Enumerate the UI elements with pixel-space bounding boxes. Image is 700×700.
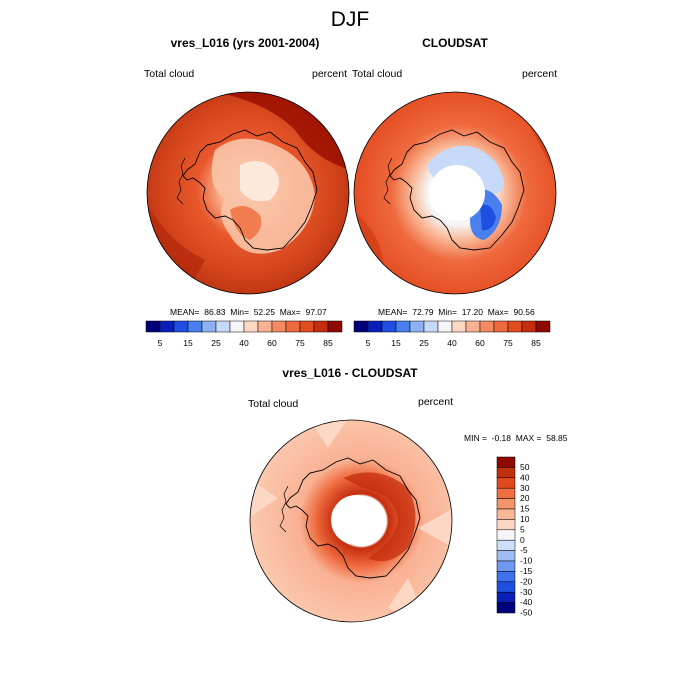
panel3-colorbar-box [496,539,516,551]
panel1-title: vres_L016 (yrs 2001-2004) [170,36,320,50]
panel1-colorbar-box [173,320,189,333]
panel3-colorbar-tick-label: 5 [520,524,525,534]
panel3-colorbar-tick-label: 50 [520,462,530,472]
panel1-colorbar-box [159,320,175,333]
panel2-colorbar-box [367,320,383,333]
panel3-colorbar-tick-label: 0 [520,535,525,545]
panel2-colorbar: 515254060758595 [353,320,551,348]
panel3-title: vres_L016 - CLOUDSAT [282,366,418,380]
panel3-colorbar-box [496,550,516,562]
panel3-colorbar-tick-label: -50 [520,608,533,618]
panel1-antarctica-coastline [182,129,318,251]
panel3-colorbar-box [496,571,516,583]
panel1-colorbar-tick-label: 5 [158,338,163,348]
panel2-colorbar-box [451,320,467,333]
panel3-colorbar-tick-label: -40 [520,597,533,607]
panel3-colorbar-box [496,560,516,572]
figure-title: DJF [330,8,370,31]
panel3-colorbar-tick-label: 10 [520,514,530,524]
panel1-colorbar-box [313,320,329,333]
panel3-antarctica-coastline [285,457,421,579]
panel3-colorbar-tick-label: 15 [520,504,530,514]
panel2-colorbar-box [409,320,425,333]
panel1-units-label: percent [312,68,348,80]
panel2-colorbar-box [395,320,411,333]
panel2-colorbar-box [521,320,537,333]
panel1-colorbar-box [201,320,217,333]
panel2-title: CLOUDSAT [422,36,488,50]
panel1-colorbar-box [299,320,315,333]
panel3-colorbar-box [496,487,516,499]
panel3-colorbar-box [496,602,516,614]
panel2-colorbar-tick-label: 25 [419,338,429,348]
panel1-colorbar-box [271,320,287,333]
panel2-colorbar-box [465,320,481,333]
panel1-colorbar-tick-label: 40 [239,338,249,348]
panel1-colorbar-tick-label: 15 [183,338,193,348]
panel3-colorbar-box [496,477,516,489]
panel1-colorbar-box [327,320,343,333]
panel1-stats: MEAN= 86.83 Min= 52.25 Max= 97.07 [170,307,327,317]
panel1-polar-map [146,91,350,295]
panel3-colorbar-box [496,508,516,520]
panel1-colorbar-tick-label: 85 [323,338,333,348]
panel1-colorbar-box [243,320,259,333]
panel2-colorbar-tick-label: 75 [503,338,513,348]
panel1-colorbar-tick-label: 60 [267,338,277,348]
panel2-colorbar-tick-label: 5 [366,338,371,348]
panel3-colorbar-box [496,519,516,531]
panel2-colorbar-tick-label: 15 [391,338,401,348]
panel2-colorbar-box [423,320,439,333]
panel1-colorbar-box [257,320,273,333]
panel3-colorbar-box [496,456,516,468]
panel3-colorbar-box [496,581,516,593]
panel3-colorbar-tick-label: -10 [520,556,533,566]
panel3-variable-label: Total cloud [248,398,299,410]
panel1-colorbar-tick-label: 75 [295,338,305,348]
panel3-colorbar-tick-label: -5 [520,545,528,555]
panel3-colorbar-tick-label: 20 [520,493,530,503]
panel3-polar-map [249,419,453,623]
panel1-colorbar-box [215,320,231,333]
panel2-colorbar-tick-label: 60 [475,338,485,348]
panel1-colorbar-box [145,320,161,333]
panel2-antarctica-coastline [389,129,525,251]
panel2-variable-label: Total cloud [352,68,403,80]
panel3-units-label: percent [418,396,454,408]
panel1-variable-label: Total cloud [144,68,195,80]
panel2-polar-map [353,91,557,295]
panel3-stats: MIN = -0.18 MAX = 58.85 [464,433,568,443]
panel3-colorbar-box [496,467,516,479]
panel1-colorbar-tick-label: 25 [211,338,221,348]
panel2-colorbar-box [381,320,397,333]
panel3-colorbar-box [496,529,516,541]
panel2-stats: MEAN= 72.79 Min= 17.20 Max= 90.56 [378,307,535,317]
panel2-colorbar-box [507,320,523,333]
panel2-colorbar-box [479,320,495,333]
panel2-colorbar-tick-label: 85 [531,338,541,348]
panel3-colorbar-tick-label: -15 [520,566,533,576]
panel3-colorbar-tick-label: -30 [520,587,533,597]
panel2-colorbar-box [353,320,369,333]
panel2-colorbar-box [493,320,509,333]
panel1-colorbar-box [285,320,301,333]
panel2-colorbar-box [535,320,551,333]
panel3-colorbar-tick-label: 30 [520,483,530,493]
panel1-colorbar: 515254060758595 [145,320,343,348]
panel3-colorbar-tick-label: -20 [520,576,533,586]
panel2-colorbar-tick-label: 40 [447,338,457,348]
panel3-colorbar-box [496,591,516,603]
panel2-units-label: percent [522,68,558,80]
panel1-colorbar-box [187,320,203,333]
panel2-colorbar-box [437,320,453,333]
panel3-colorbar-box [496,498,516,510]
panel3-colorbar-tick-label: 40 [520,472,530,482]
panel1-colorbar-box [229,320,245,333]
